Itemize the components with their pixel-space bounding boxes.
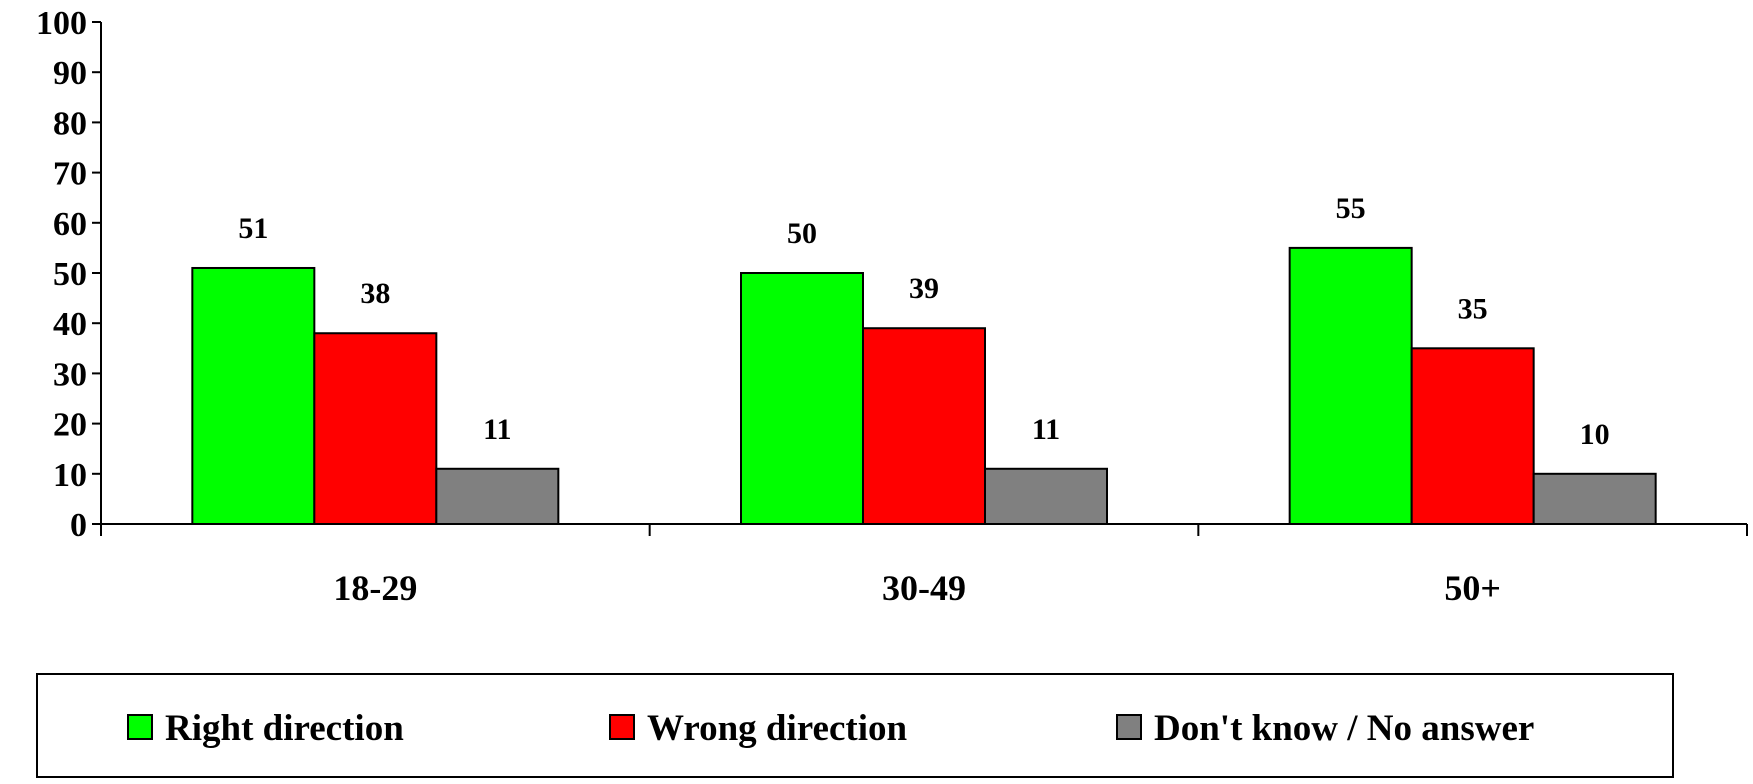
bar-18-29-3 [435, 467, 560, 525]
data-label: 39 [909, 272, 939, 305]
legend-box [36, 673, 1674, 778]
bar-30-49-1 [740, 272, 864, 525]
data-label: 38 [360, 277, 390, 310]
y-tick-label: 40 [53, 306, 87, 343]
legend-label: Wrong direction [647, 708, 907, 749]
data-label: 51 [238, 212, 268, 245]
legend-label: Right direction [165, 708, 404, 749]
y-tick-label: 90 [53, 55, 87, 92]
y-tick-label: 10 [53, 457, 87, 494]
y-tick-label: 30 [53, 356, 87, 393]
legend-label: Don't know / No answer [1154, 708, 1534, 749]
data-label: 11 [483, 413, 511, 446]
data-label: 11 [1032, 413, 1060, 446]
y-tick-label: 100 [36, 5, 87, 42]
x-category-label: 18-29 [333, 568, 417, 608]
axis-layer: 0 10 20 30 40 50 60 70 80 90 100 18-29 30-49 50+ [36, 5, 1748, 608]
data-label: 35 [1458, 292, 1488, 325]
data-label: 55 [1336, 192, 1366, 225]
x-category-label: 50+ [1444, 568, 1501, 608]
bar-18-29-1 [191, 266, 316, 525]
bar-30-49-3 [984, 467, 1108, 525]
x-category-label: 30-49 [882, 568, 966, 608]
bar-50+-2 [1410, 347, 1535, 525]
bar-18-29-2 [313, 332, 438, 525]
y-tick-label: 60 [53, 206, 87, 243]
legend-swatch [609, 714, 635, 740]
legend: Right direction Wrong direction Don't know… [36, 673, 1674, 778]
data-labels-layer: 51 38 11 50 39 11 55 35 10 [238, 192, 1609, 451]
bar-50+-1 [1288, 246, 1413, 525]
legend-swatch [1116, 714, 1142, 740]
y-tick-label: 20 [53, 407, 87, 444]
y-tick-label: 50 [53, 256, 87, 293]
legend-swatch [127, 714, 153, 740]
y-tick-label: 80 [53, 105, 87, 142]
bars-layer [191, 246, 1657, 525]
data-label: 50 [787, 217, 817, 250]
data-label: 10 [1580, 418, 1610, 451]
bar-30-49-2 [862, 327, 986, 525]
y-tick-label: 0 [70, 507, 87, 544]
y-tick-label: 70 [53, 156, 87, 193]
bar-50+-3 [1532, 472, 1657, 525]
